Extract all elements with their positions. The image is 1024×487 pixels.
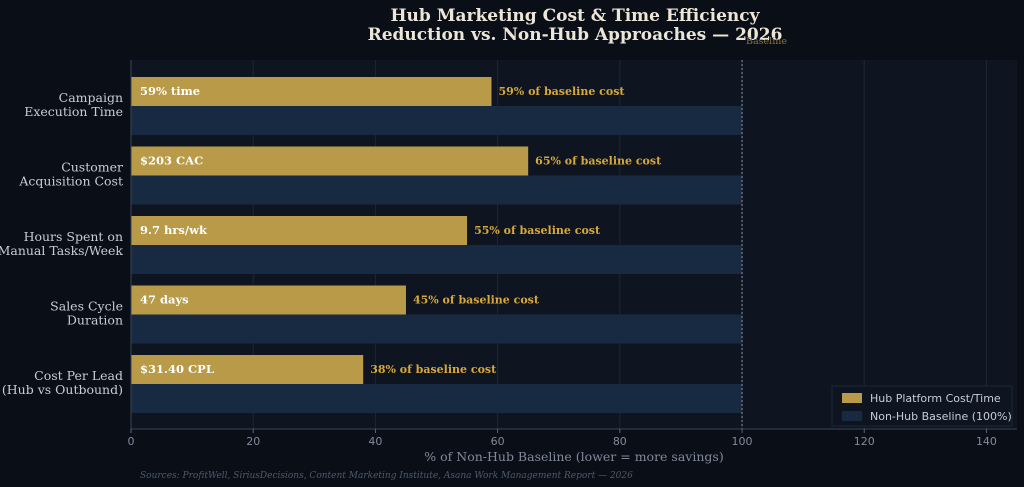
hub-bar xyxy=(131,355,364,384)
bars xyxy=(131,77,743,413)
x-axis-label: % of Non-Hub Baseline (lower = more savi… xyxy=(424,449,723,464)
chart-title-line: Hub Marketing Cost & Time Efficiency xyxy=(391,6,761,26)
baseline-reference: Baseline xyxy=(741,36,787,429)
source-note: Sources: ProfitWell, SiriusDecisions, Co… xyxy=(140,471,633,481)
hub-bar-percent-label: 55% of baseline cost xyxy=(474,224,601,237)
legend: Hub Platform Cost/Time Non-Hub Baseline (… xyxy=(831,385,1013,427)
category-label: Cost Per Lead xyxy=(34,368,123,383)
category-label: Acquisition Cost xyxy=(18,174,123,189)
hub-bar-percent-label: 45% of baseline cost xyxy=(413,294,540,307)
hub-bar xyxy=(131,146,529,176)
legend-label: Hub Platform Cost/Time xyxy=(870,392,1001,405)
chart-title-line: Reduction vs. Non-Hub Approaches — 2026 xyxy=(368,25,783,45)
x-tick-label: 80 xyxy=(613,435,627,448)
hub-bar xyxy=(131,285,406,315)
x-tick-label: 0 xyxy=(128,435,135,448)
category-label: Hours Spent on xyxy=(24,229,123,244)
legend-swatch xyxy=(842,411,862,421)
baseline-reference-label: Baseline xyxy=(746,36,787,47)
hub-bar xyxy=(131,216,468,245)
bar-labels: 59% time 59% of baseline cost $203 CAC 65% … xyxy=(140,84,662,376)
category-label: Sales Cycle xyxy=(50,299,123,314)
category-label: Duration xyxy=(67,313,123,328)
category-label: Campaign xyxy=(59,90,123,105)
chart-title: Hub Marketing Cost & Time EfficiencyRedu… xyxy=(368,6,783,45)
hub-bar xyxy=(131,77,492,106)
x-axis: 0 20 40 60 80 100 120 140 % of Non-Hub Baseline … xyxy=(128,428,1017,464)
hub-bar-percent-label: 59% of baseline cost xyxy=(499,85,626,98)
hub-bar-value-label: $203 CAC xyxy=(140,154,203,168)
x-tick-label: 40 xyxy=(368,435,382,448)
baseline-bar xyxy=(131,106,743,135)
category-label: Customer xyxy=(61,160,123,175)
hub-bar-value-label: 59% time xyxy=(140,84,200,98)
baseline-bar xyxy=(131,175,743,205)
category-label: (Hub vs Outbound) xyxy=(2,382,123,397)
x-tick-label: 100 xyxy=(732,435,753,448)
x-tick-label: 120 xyxy=(854,435,875,448)
legend-label: Non-Hub Baseline (100%) xyxy=(870,410,1012,423)
category-label: Manual Tasks/Week xyxy=(0,243,123,258)
x-tick-label: 60 xyxy=(491,435,505,448)
x-tick-label: 140 xyxy=(976,435,997,448)
x-tick-label: 20 xyxy=(246,435,260,448)
hub-bar-value-label: $31.40 CPL xyxy=(140,362,214,376)
hub-bar-value-label: 9.7 hrs/wk xyxy=(140,223,208,237)
hub-bar-value-label: 47 days xyxy=(140,293,189,307)
baseline-bar xyxy=(131,384,743,413)
hub-bar-percent-label: 65% of baseline cost xyxy=(535,155,662,168)
hub-bar-percent-label: 38% of baseline cost xyxy=(370,363,497,376)
baseline-bar xyxy=(131,314,743,344)
legend-swatch xyxy=(842,393,862,403)
baseline-bar xyxy=(131,245,743,274)
category-label: Execution Time xyxy=(24,104,123,119)
